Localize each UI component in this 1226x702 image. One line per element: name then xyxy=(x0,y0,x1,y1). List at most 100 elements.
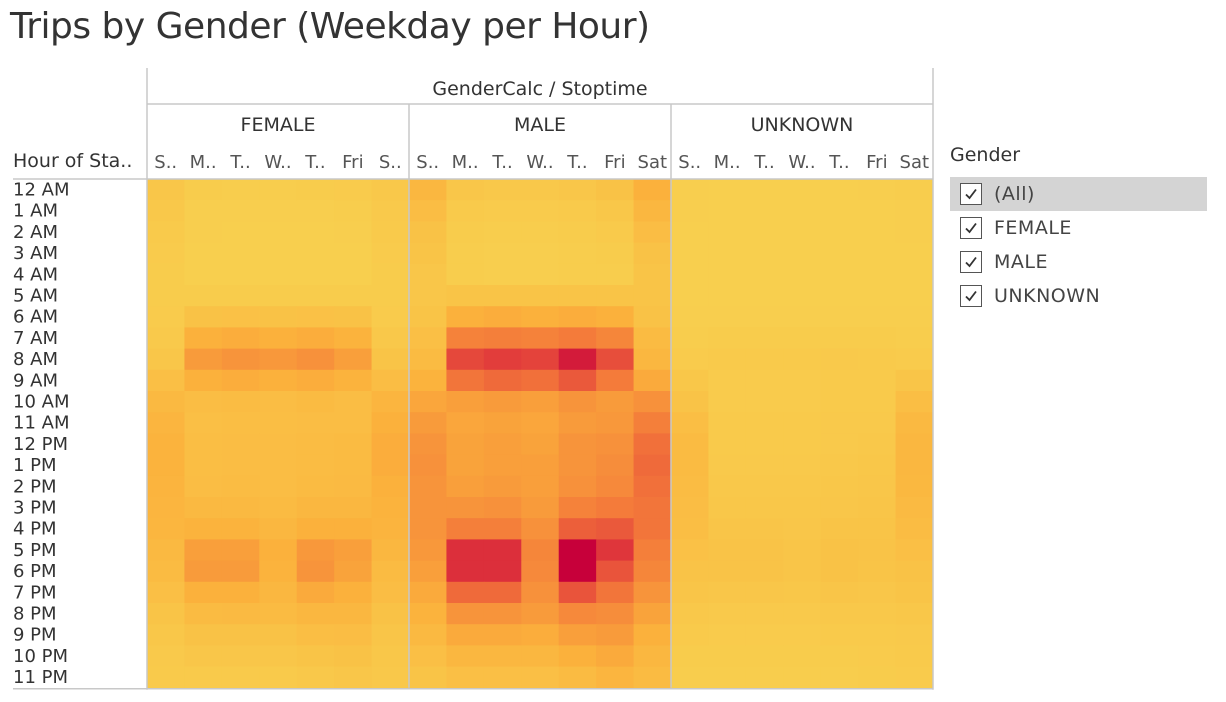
heatmap-cell[interactable] xyxy=(334,645,373,668)
heatmap-cell[interactable] xyxy=(259,285,298,307)
heatmap-cell[interactable] xyxy=(371,603,410,625)
heatmap-cell[interactable] xyxy=(147,497,185,519)
heatmap-cell[interactable] xyxy=(558,645,597,668)
heatmap-cell[interactable] xyxy=(521,603,560,625)
heatmap-cell[interactable] xyxy=(221,263,260,286)
heatmap-cell[interactable] xyxy=(221,285,260,307)
heatmap-cell[interactable] xyxy=(259,263,298,286)
heatmap-cell[interactable] xyxy=(783,306,822,328)
heatmap-cell[interactable] xyxy=(483,645,522,668)
heatmap-cell[interactable] xyxy=(596,454,635,477)
heatmap-cell[interactable] xyxy=(446,306,485,328)
heatmap-cell[interactable] xyxy=(820,497,859,519)
heatmap-cell[interactable] xyxy=(558,412,597,434)
heatmap-cell[interactable] xyxy=(371,581,410,604)
heatmap-cell[interactable] xyxy=(221,221,260,244)
heatmap-cell[interactable] xyxy=(296,179,335,201)
heatmap-cell[interactable] xyxy=(671,179,709,201)
heatmap-cell[interactable] xyxy=(671,285,709,307)
heatmap-cell[interactable] xyxy=(259,327,298,350)
heatmap-cell[interactable] xyxy=(558,603,597,625)
heatmap-cell[interactable] xyxy=(745,263,784,286)
heatmap-cell[interactable] xyxy=(521,200,560,222)
heatmap-cell[interactable] xyxy=(596,666,635,689)
heatmap-cell[interactable] xyxy=(184,624,223,646)
heatmap-cell[interactable] xyxy=(783,285,822,307)
filter-item-male[interactable]: MALE xyxy=(950,245,1207,279)
heatmap-cell[interactable] xyxy=(745,454,784,477)
heatmap-cell[interactable] xyxy=(671,242,709,265)
heatmap-cell[interactable] xyxy=(633,200,672,222)
heatmap-cell[interactable] xyxy=(820,242,859,265)
heatmap-cell[interactable] xyxy=(633,518,672,540)
heatmap-cell[interactable] xyxy=(296,391,335,413)
heatmap-cell[interactable] xyxy=(708,645,747,668)
heatmap-cell[interactable] xyxy=(820,666,859,689)
heatmap-cell[interactable] xyxy=(147,200,185,222)
heatmap-cell[interactable] xyxy=(558,327,597,350)
heatmap-cell[interactable] xyxy=(820,518,859,540)
heatmap-cell[interactable] xyxy=(483,518,522,540)
heatmap-cell[interactable] xyxy=(633,497,672,519)
heatmap-cell[interactable] xyxy=(296,454,335,477)
heatmap-cell[interactable] xyxy=(708,369,747,392)
heatmap-cell[interactable] xyxy=(708,433,747,456)
heatmap-cell[interactable] xyxy=(671,369,709,392)
heatmap-cell[interactable] xyxy=(558,433,597,456)
heatmap-cell[interactable] xyxy=(446,369,485,392)
heatmap-cell[interactable] xyxy=(409,475,447,498)
heatmap-cell[interactable] xyxy=(296,581,335,604)
heatmap-cell[interactable] xyxy=(147,285,185,307)
heatmap-cell[interactable] xyxy=(409,285,447,307)
heatmap-cell[interactable] xyxy=(745,306,784,328)
heatmap-cell[interactable] xyxy=(147,560,185,583)
heatmap-cell[interactable] xyxy=(633,603,672,625)
heatmap-cell[interactable] xyxy=(483,391,522,413)
heatmap-cell[interactable] xyxy=(334,306,373,328)
heatmap-cell[interactable] xyxy=(671,306,709,328)
heatmap-cell[interactable] xyxy=(296,666,335,689)
heatmap-cell[interactable] xyxy=(409,348,447,371)
heatmap-cell[interactable] xyxy=(708,391,747,413)
heatmap-cell[interactable] xyxy=(671,433,709,456)
heatmap-cell[interactable] xyxy=(409,242,447,265)
heatmap-cell[interactable] xyxy=(633,221,672,244)
heatmap-cell[interactable] xyxy=(783,221,822,244)
heatmap-cell[interactable] xyxy=(558,285,597,307)
heatmap-cell[interactable] xyxy=(221,497,260,519)
heatmap-cell[interactable] xyxy=(296,539,335,562)
heatmap-cell[interactable] xyxy=(633,475,672,498)
heatmap-cell[interactable] xyxy=(184,518,223,540)
heatmap-cell[interactable] xyxy=(371,200,410,222)
heatmap-cell[interactable] xyxy=(521,242,560,265)
heatmap-cell[interactable] xyxy=(483,539,522,562)
heatmap-cell[interactable] xyxy=(858,391,897,413)
heatmap-cell[interactable] xyxy=(708,221,747,244)
heatmap-cell[interactable] xyxy=(409,221,447,244)
heatmap-cell[interactable] xyxy=(783,454,822,477)
heatmap-cell[interactable] xyxy=(371,666,410,689)
heatmap-cell[interactable] xyxy=(745,433,784,456)
heatmap-cell[interactable] xyxy=(895,348,934,371)
heatmap-cell[interactable] xyxy=(558,369,597,392)
heatmap-cell[interactable] xyxy=(858,560,897,583)
heatmap-cell[interactable] xyxy=(334,433,373,456)
heatmap-cell[interactable] xyxy=(334,348,373,371)
heatmap-cell[interactable] xyxy=(296,348,335,371)
heatmap-cell[interactable] xyxy=(745,624,784,646)
heatmap-cell[interactable] xyxy=(521,581,560,604)
heatmap-cell[interactable] xyxy=(820,391,859,413)
heatmap-cell[interactable] xyxy=(371,306,410,328)
heatmap-cell[interactable] xyxy=(147,454,185,477)
heatmap-cell[interactable] xyxy=(221,179,260,201)
heatmap-cell[interactable] xyxy=(858,200,897,222)
heatmap-cell[interactable] xyxy=(334,454,373,477)
heatmap-cell[interactable] xyxy=(895,666,934,689)
heatmap-cell[interactable] xyxy=(858,581,897,604)
heatmap-cell[interactable] xyxy=(895,497,934,519)
heatmap-cell[interactable] xyxy=(895,645,934,668)
heatmap-cell[interactable] xyxy=(745,412,784,434)
heatmap-cell[interactable] xyxy=(783,539,822,562)
heatmap-cell[interactable] xyxy=(147,263,185,286)
heatmap-cell[interactable] xyxy=(596,497,635,519)
